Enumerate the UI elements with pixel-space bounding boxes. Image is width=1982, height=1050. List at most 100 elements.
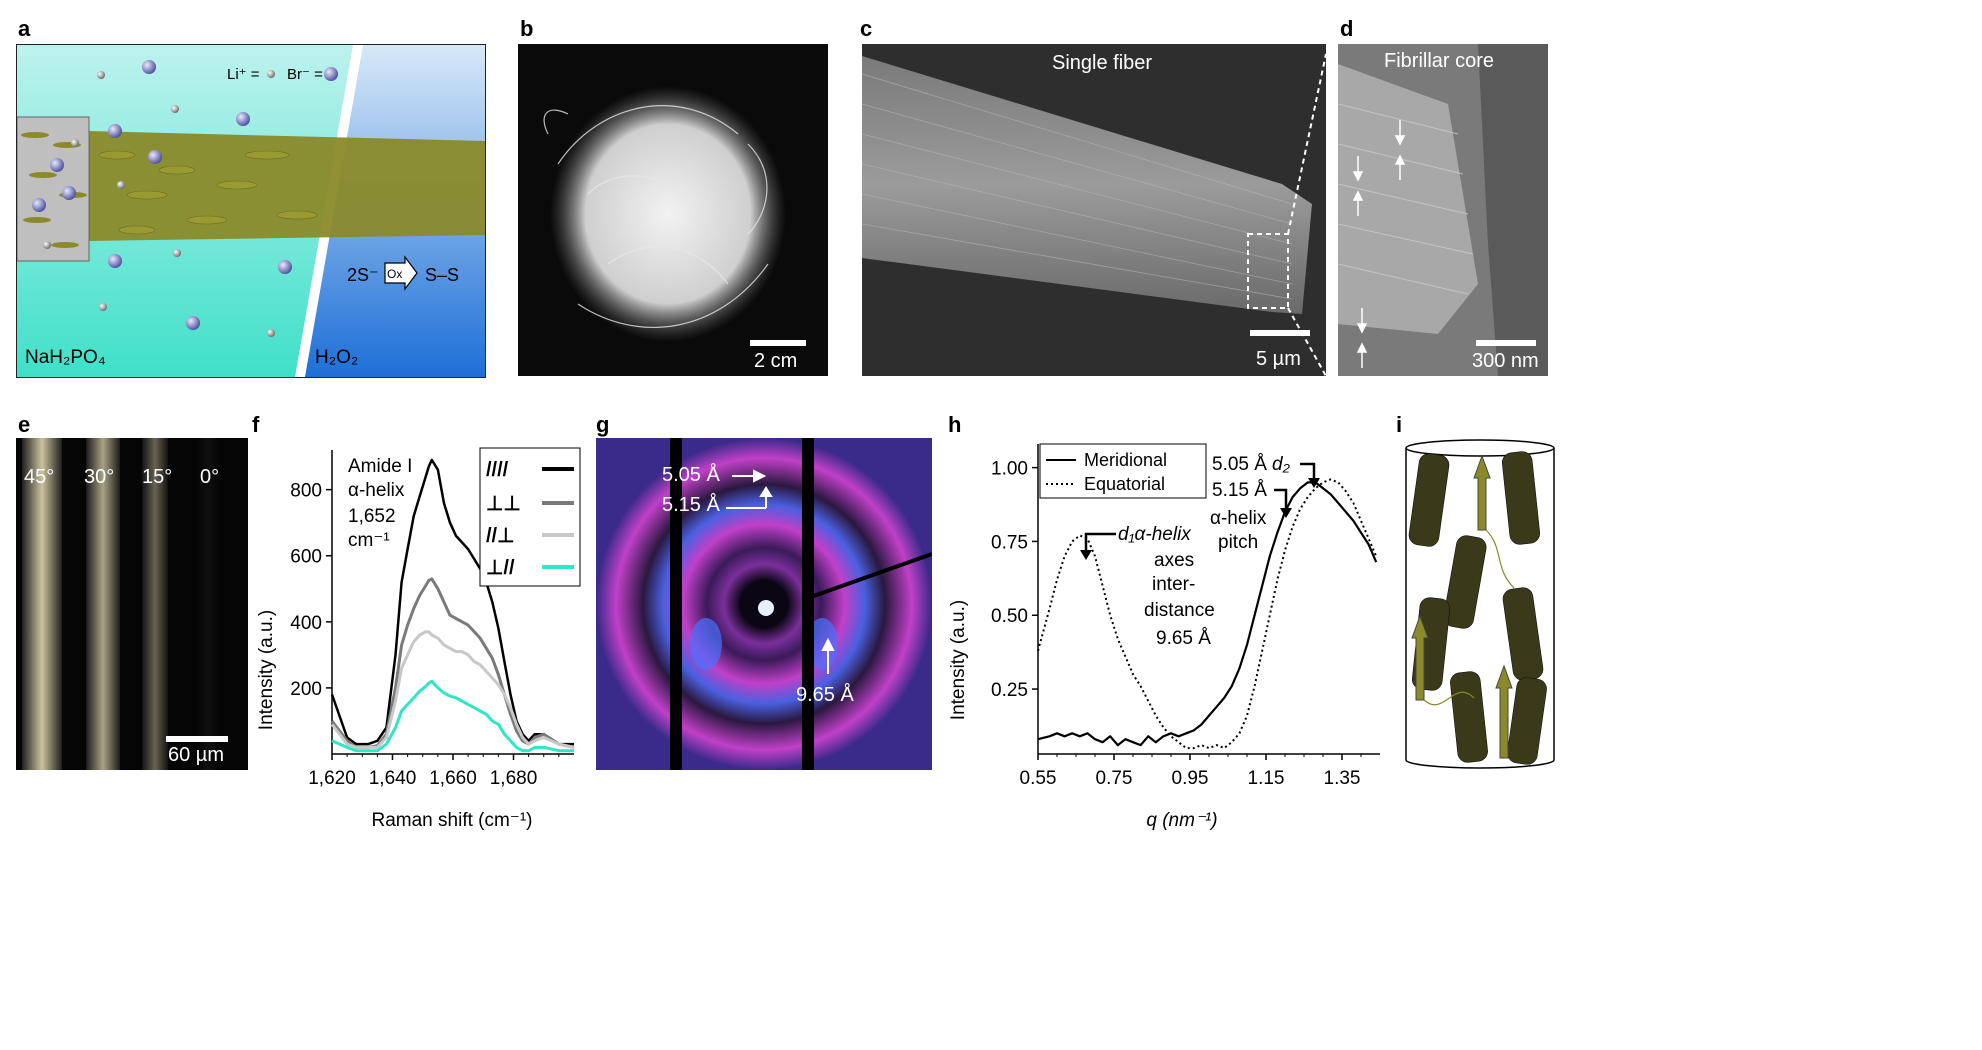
panel-label-d: d xyxy=(1340,16,1354,41)
f-xlabel: Raman shift (cm⁻¹) xyxy=(372,810,533,831)
h-pitch-arrowhead xyxy=(1280,508,1292,518)
li-legend-text: Li⁺ = xyxy=(227,66,260,83)
f-legend-symbol-0: //// xyxy=(486,459,509,481)
g-label-505: 5.05 Å xyxy=(662,464,720,486)
h-ann-d1-4: 9.65 Å xyxy=(1156,628,1211,649)
angle-30: 30° xyxy=(84,466,115,488)
panel-h-saxs: 0.55 0.75 0.95 1.15 1.35 0.25 0.50 0.75 1.00 Mer… xyxy=(948,430,1388,850)
fiber-tuft-image xyxy=(543,86,786,342)
h-ann-d1-3: distance xyxy=(1144,600,1215,621)
panel-label-i: i xyxy=(1396,412,1403,437)
series-line-3 xyxy=(331,679,574,753)
h-ylabel: Intensity (a.u.) xyxy=(948,600,969,720)
polarized-fibers-image xyxy=(22,438,218,770)
single-fiber-image xyxy=(862,53,1326,376)
saxs-chart: 0.55 0.75 0.95 1.15 1.35 0.25 0.50 0.75 1.00 Mer… xyxy=(948,443,1380,831)
y-tick-label: 200 xyxy=(290,679,322,700)
panel-label-a: a xyxy=(18,16,31,41)
coiled-coil-model xyxy=(1405,439,1555,769)
h-ann-r-3: α-helix xyxy=(1210,508,1267,529)
reaction-right: S–S xyxy=(425,265,459,285)
y-tick-label: 1.00 xyxy=(991,459,1028,480)
series-line-1 xyxy=(330,577,575,749)
f-annotation-2: 1,652 xyxy=(348,506,396,527)
y-tick-label: 0.75 xyxy=(991,532,1028,553)
panel-label-b: b xyxy=(520,16,534,41)
panel-i-model xyxy=(1394,438,1566,774)
g-label-515: 5.15 Å xyxy=(662,494,720,516)
series-line-2 xyxy=(330,630,575,749)
h-ann-r-4: pitch xyxy=(1218,532,1258,553)
f-legend-symbol-1: ⊥⊥ xyxy=(486,493,521,515)
scale-label-e: 60 µm xyxy=(168,744,224,766)
h-d2-arrowhead xyxy=(1308,478,1320,488)
scale-bar-b xyxy=(750,340,806,346)
panel-c-sem: Single fiber 5 µm xyxy=(862,44,1326,376)
panel-a-schematic: Li⁺ = Br⁻ = 2S⁻ Ox S–S NaH₂PO₄ H₂O₂ xyxy=(16,44,486,378)
angle-15: 15° xyxy=(142,466,173,488)
h-legend-0: Meridional xyxy=(1084,450,1167,470)
y-tick-label: 400 xyxy=(290,613,322,634)
x-tick-label: 1,620 xyxy=(308,768,356,789)
panel-f-raman: 1,620 1,640 1,660 1,680 200 400 600 800 Amide I… xyxy=(252,430,588,850)
f-legend-symbol-2: //⊥ xyxy=(486,525,515,547)
raman-chart: 1,620 1,640 1,660 1,680 200 400 600 800 Amide I… xyxy=(256,447,581,831)
br-legend-text: Br⁻ = xyxy=(287,66,323,83)
y-tick-label: 800 xyxy=(290,481,322,502)
h-d1-arrowhead xyxy=(1080,550,1092,560)
x-tick-label: 0.95 xyxy=(1172,768,1209,789)
scale-label-c: 5 µm xyxy=(1256,348,1301,370)
solution-right-label: H₂O₂ xyxy=(315,347,358,368)
f-ylabel: Intensity (a.u.) xyxy=(256,610,277,730)
h-pitch-arrow xyxy=(1274,488,1288,510)
panel-d-sem: Fibrillar core 300 nm xyxy=(1338,44,1548,376)
y-tick-label: 0.50 xyxy=(991,606,1028,627)
h-ann-d1-1: axes xyxy=(1154,550,1194,571)
h-d2-arrow xyxy=(1300,462,1316,480)
f-annotation-0: Amide I xyxy=(348,456,412,477)
angle-45: 45° xyxy=(24,466,55,488)
panel-g-xray: 5.05 Å 5.15 Å 9.65 Å xyxy=(596,438,932,770)
fiber-ribbon xyxy=(87,131,485,241)
x-tick-label: 1,680 xyxy=(490,768,538,789)
h-xlabel: q (nm⁻¹) xyxy=(1146,810,1217,831)
x-tick-label: 0.75 xyxy=(1096,768,1133,789)
g-label-965: 9.65 Å xyxy=(796,684,854,706)
title-c: Single fiber xyxy=(1052,52,1153,74)
panel-b-photo: 2 cm xyxy=(518,44,828,376)
h-legend-box xyxy=(1039,443,1207,499)
x-tick-label: 1.35 xyxy=(1324,768,1361,789)
h-ann-r-1: d₂ xyxy=(1272,454,1291,475)
f-annotation-1: α-helix xyxy=(348,480,405,501)
fibrillar-core-image xyxy=(1338,44,1548,376)
source-box xyxy=(17,116,90,262)
scale-bar-c xyxy=(1250,330,1310,336)
solution-left-label: NaH₂PO₄ xyxy=(25,347,106,368)
panel-label-e: e xyxy=(18,412,31,437)
series-line-1 xyxy=(1037,478,1378,750)
title-d: Fibrillar core xyxy=(1384,50,1495,72)
panel-label-f: f xyxy=(252,412,260,437)
scale-bar-d xyxy=(1476,340,1536,346)
reaction-left: 2S⁻ xyxy=(347,265,379,285)
x-tick-label: 1,660 xyxy=(429,768,477,789)
panel-label-c: c xyxy=(860,16,873,41)
x-tick-label: 0.55 xyxy=(1020,768,1057,789)
h-ann-r-2: 5.15 Å xyxy=(1212,480,1267,501)
panel-a-svg: Li⁺ = Br⁻ = 2S⁻ Ox S–S NaH₂PO₄ H₂O₂ xyxy=(17,45,485,377)
panel-label-h: h xyxy=(948,412,962,437)
h-ann-d1-0: d₁α-helix xyxy=(1118,524,1192,545)
panel-e-polarized: 45° 30° 15° 0° 60 µm xyxy=(16,438,248,770)
scale-bar-e xyxy=(166,736,228,742)
xray-pattern-image xyxy=(596,438,932,770)
y-tick-label: 600 xyxy=(290,547,322,568)
h-ann-d1-2: inter- xyxy=(1152,574,1195,595)
scale-label-b: 2 cm xyxy=(754,350,798,372)
h-d1-arrow xyxy=(1084,532,1116,552)
series-line-0 xyxy=(1037,481,1378,747)
br-legend-dot xyxy=(324,67,338,81)
scale-label-d: 300 nm xyxy=(1472,350,1539,372)
ox-arrow-icon xyxy=(384,255,418,291)
x-tick-label: 1,640 xyxy=(369,768,417,789)
panel-label-g: g xyxy=(596,412,610,437)
